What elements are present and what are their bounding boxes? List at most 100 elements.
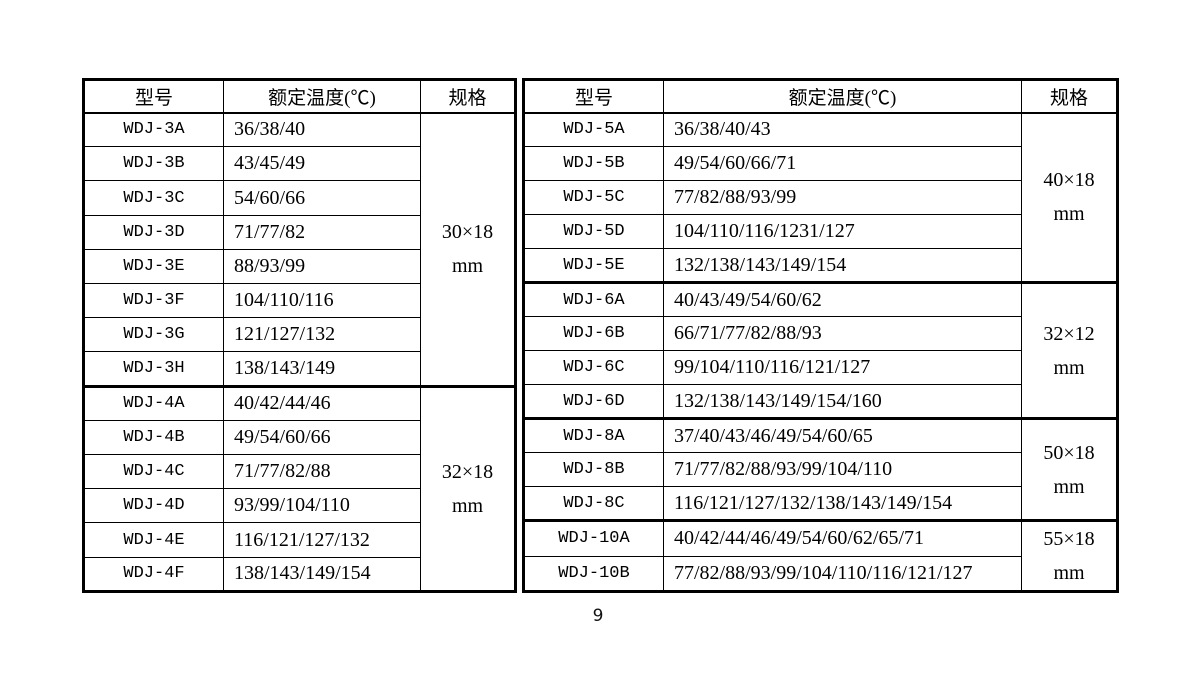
temps-cell: 49/54/60/66 bbox=[223, 419, 421, 456]
temps-cell: 66/71/77/82/88/93 bbox=[663, 316, 1022, 351]
table-row: WDJ-5D 104/110/116/1231/127 bbox=[523, 214, 1118, 249]
table-row: WDJ-3A 36/38/40 30×18 mm bbox=[83, 111, 516, 387]
spec-cell: 40×18 mm bbox=[1021, 112, 1118, 283]
model-cell: WDJ-3H bbox=[83, 351, 224, 387]
model-cell: WDJ-8B bbox=[523, 452, 664, 487]
temps-cell: 71/77/82 bbox=[223, 214, 421, 250]
tables-container: 型号 额定温度(℃) 规格 WDJ-3A 36/38/40 30×18 mm W… bbox=[82, 78, 1119, 593]
temps-cell: 138/143/149/154 bbox=[223, 556, 421, 593]
table-row: WDJ-4D 93/99/104/110 bbox=[83, 488, 516, 524]
spec-size: 32×18 bbox=[441, 460, 494, 483]
model-cell: WDJ-5D bbox=[523, 214, 664, 249]
temps-cell: 43/45/49 bbox=[223, 146, 421, 182]
model-cell: WDJ-6B bbox=[523, 316, 664, 351]
model-cell: WDJ-6C bbox=[523, 350, 664, 385]
spec-unit: mm bbox=[1053, 475, 1085, 498]
model-cell: WDJ-5A bbox=[523, 112, 664, 147]
spec-table-left: 型号 额定温度(℃) 规格 WDJ-3A 36/38/40 30×18 mm W… bbox=[82, 78, 517, 593]
table-row: WDJ-8B 71/77/82/88/93/99/104/110 bbox=[523, 452, 1118, 487]
header-spec: 规格 bbox=[1021, 79, 1118, 114]
temps-cell: 77/82/88/93/99/104/110/116/121/127 bbox=[663, 555, 1022, 592]
model-cell: WDJ-4A bbox=[83, 384, 224, 421]
table-row: WDJ-3C 54/60/66 bbox=[83, 180, 516, 216]
model-cell: WDJ-3F bbox=[83, 283, 224, 319]
table-row: WDJ-5B 49/54/60/66/71 bbox=[523, 146, 1118, 181]
spec-unit: mm bbox=[1053, 356, 1085, 379]
temps-cell: 71/77/82/88/93/99/104/110 bbox=[663, 452, 1022, 487]
header-temp: 额定温度(℃) bbox=[663, 79, 1022, 114]
temps-cell: 121/127/132 bbox=[223, 317, 421, 353]
model-cell: WDJ-4C bbox=[83, 454, 224, 490]
spec-table-right: 型号 额定温度(℃) 规格 WDJ-5A 36/38/40/43 40×18 m… bbox=[522, 78, 1119, 593]
temps-cell: 116/121/127/132/138/143/149/154 bbox=[663, 486, 1022, 521]
temps-cell: 132/138/143/149/154 bbox=[663, 248, 1022, 283]
table-row: WDJ-3F 104/110/116 bbox=[83, 283, 516, 319]
spec-unit: mm bbox=[451, 255, 484, 278]
header-temp: 额定温度(℃) bbox=[223, 79, 421, 114]
model-cell: WDJ-3D bbox=[83, 214, 224, 250]
spec-cell: 32×12 mm bbox=[1021, 281, 1118, 419]
model-cell: WDJ-5B bbox=[523, 146, 664, 181]
temps-cell: 40/43/49/54/60/62 bbox=[663, 281, 1022, 317]
temps-cell: 93/99/104/110 bbox=[223, 488, 421, 524]
model-cell: WDJ-4B bbox=[83, 419, 224, 456]
temps-cell: 40/42/44/46/49/54/60/62/65/71 bbox=[663, 519, 1022, 557]
spec-size: 30×18 bbox=[441, 221, 494, 244]
model-cell: WDJ-3E bbox=[83, 248, 224, 285]
temps-cell: 36/38/40 bbox=[223, 111, 421, 148]
temps-cell: 40/42/44/46 bbox=[223, 384, 421, 421]
table-row: WDJ-3B 43/45/49 bbox=[83, 146, 516, 182]
table-row: WDJ-3D 71/77/82 bbox=[83, 214, 516, 250]
model-cell: WDJ-3C bbox=[83, 180, 224, 216]
model-cell: WDJ-3G bbox=[83, 317, 224, 353]
spec-size: 32×12 bbox=[1043, 322, 1095, 345]
temps-cell: 37/40/43/46/49/54/60/65 bbox=[663, 417, 1022, 453]
table-row: WDJ-3E 88/93/99 bbox=[83, 248, 516, 285]
table-row: WDJ-10B 77/82/88/93/99/104/110/116/121/1… bbox=[523, 555, 1118, 592]
table-row: WDJ-4A 40/42/44/46 32×18 mm bbox=[83, 384, 516, 593]
temps-cell: 104/110/116 bbox=[223, 283, 421, 319]
model-cell: WDJ-8A bbox=[523, 417, 664, 453]
model-cell: WDJ-5E bbox=[523, 248, 664, 283]
header-row: 型号 额定温度(℃) 规格 bbox=[523, 79, 1118, 114]
temps-cell: 104/110/116/1231/127 bbox=[663, 214, 1022, 249]
spec-size: 40×18 bbox=[1043, 169, 1095, 192]
header-spec: 规格 bbox=[420, 79, 516, 114]
table-row: WDJ-3G 121/127/132 bbox=[83, 317, 516, 353]
temps-cell: 77/82/88/93/99 bbox=[663, 180, 1022, 215]
spec-size: 55×18 bbox=[1043, 528, 1095, 550]
table-row: WDJ-10A 40/42/44/46/49/54/60/62/65/71 55… bbox=[523, 519, 1118, 592]
table-row: WDJ-5E 132/138/143/149/154 bbox=[523, 248, 1118, 283]
temps-cell: 54/60/66 bbox=[223, 180, 421, 216]
spec-unit: mm bbox=[451, 494, 484, 517]
model-cell: WDJ-4D bbox=[83, 488, 224, 524]
model-cell: WDJ-4F bbox=[83, 556, 224, 593]
model-cell: WDJ-8C bbox=[523, 486, 664, 521]
model-cell: WDJ-4E bbox=[83, 522, 224, 558]
spec-cell: 30×18 mm bbox=[420, 112, 516, 387]
page-number: 9 bbox=[592, 606, 604, 626]
header-model: 型号 bbox=[523, 79, 664, 114]
model-cell: WDJ-10A bbox=[523, 519, 664, 557]
temps-cell: 49/54/60/66/71 bbox=[663, 146, 1022, 181]
spec-size: 50×18 bbox=[1043, 441, 1095, 464]
temps-cell: 138/143/149 bbox=[223, 351, 421, 387]
temps-cell: 132/138/143/149/154/160 bbox=[663, 384, 1022, 419]
model-cell: WDJ-3B bbox=[83, 146, 224, 182]
table-row: WDJ-4E 116/121/127/132 bbox=[83, 522, 516, 558]
table-row: WDJ-4F 138/143/149/154 bbox=[83, 556, 516, 593]
model-cell: WDJ-10B bbox=[523, 555, 664, 592]
model-cell: WDJ-3A bbox=[83, 111, 224, 148]
temps-cell: 116/121/127/132 bbox=[223, 522, 421, 558]
spec-cell: 55×18 mm bbox=[1021, 519, 1118, 592]
table-row: WDJ-8A 37/40/43/46/49/54/60/65 50×18 mm bbox=[523, 417, 1118, 521]
model-cell: WDJ-6D bbox=[523, 384, 664, 419]
model-cell: WDJ-6A bbox=[523, 281, 664, 317]
model-cell: WDJ-5C bbox=[523, 180, 664, 215]
spec-unit: mm bbox=[1053, 562, 1085, 584]
temps-cell: 71/77/82/88 bbox=[223, 454, 421, 490]
spec-cell: 50×18 mm bbox=[1021, 417, 1118, 521]
table-row: WDJ-4B 49/54/60/66 bbox=[83, 419, 516, 456]
table-row: WDJ-3H 138/143/149 bbox=[83, 351, 516, 387]
